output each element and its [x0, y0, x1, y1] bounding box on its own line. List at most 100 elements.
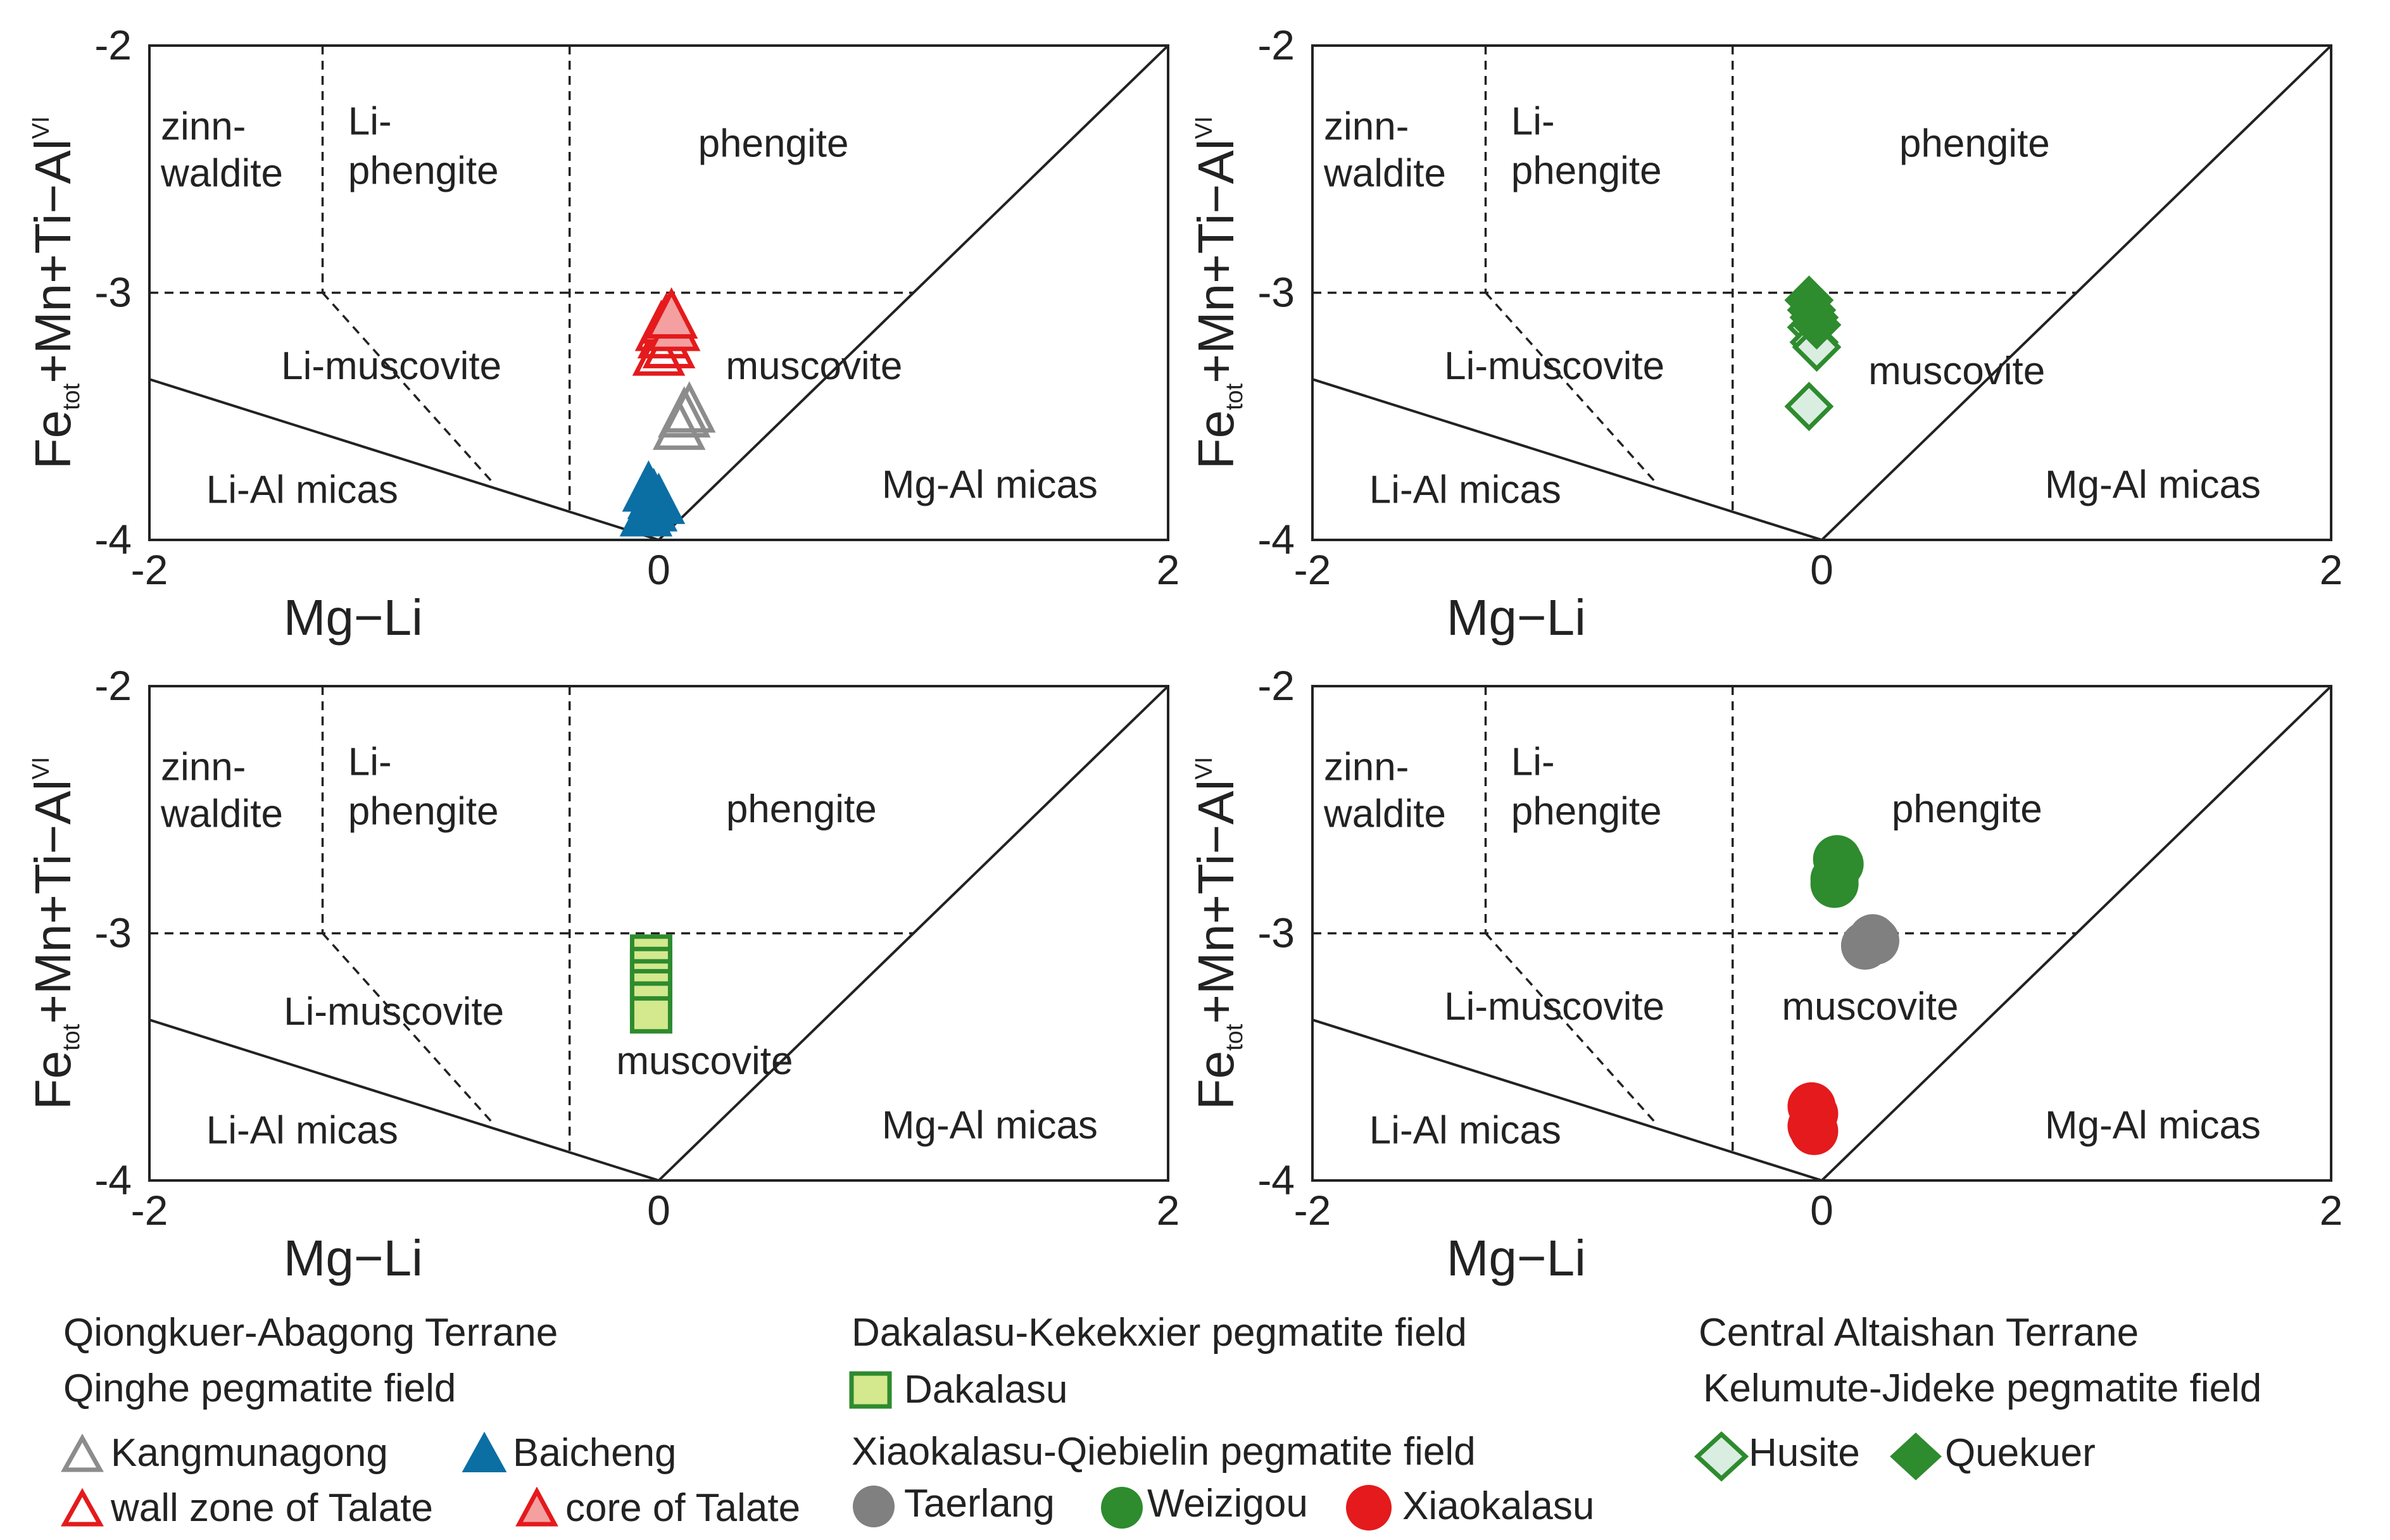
- region-label-li-al-micas: Li-Al micas: [1369, 468, 1561, 511]
- y-tick-label: -2: [1257, 22, 1295, 68]
- boundary-muscovite-mg-al: [658, 685, 1169, 1182]
- y-tick-label: -3: [1257, 910, 1295, 956]
- legend-label-xiaokalasu: Xiaokalasu: [1402, 1484, 1594, 1528]
- y-tick-label: -3: [94, 910, 132, 956]
- x-tick-label: -2: [131, 1187, 168, 1234]
- legend-marker-core-talate: [515, 1486, 558, 1527]
- region-label-phengite: phengite: [1892, 787, 2042, 831]
- data-point-baicheng: [619, 485, 673, 537]
- x-axis-label: Mg−Li: [284, 1230, 423, 1286]
- y-axis-label: Fetot+Mn+Ti−AlVI: [1188, 116, 1248, 470]
- region-label-li-phengite: phengite: [348, 790, 499, 834]
- legend-marker-quekuer: [1890, 1432, 1942, 1481]
- boundary-li-al: [1312, 378, 1823, 541]
- region-label-phengite: phengite: [726, 787, 877, 831]
- legend-label-dakalasu: Dakalasu: [904, 1368, 1067, 1412]
- region-label-li-muscovite: Li-muscovite: [284, 990, 504, 1034]
- y-axis-label: Fetot+Mn+Ti−AlVI: [25, 116, 85, 470]
- region-label-zinnwaldite: waldite: [160, 792, 283, 836]
- region-label-li-phengite: phengite: [1511, 149, 1662, 193]
- svg-text:Fetot+Mn+Ti−AlVI: Fetot+Mn+Ti−AlVI: [1188, 116, 1248, 470]
- boundary-li-muscovite: [322, 292, 494, 484]
- region-label-li-al-micas: Li-Al micas: [206, 468, 398, 511]
- panel-2: zinn-waldite Li-phengite phengite Li-muscov…: [1188, 22, 2343, 646]
- panel-1: zinn-waldite Li-phengite phengite Li-muscov…: [25, 22, 1179, 646]
- region-label-zinnwaldite: zinn-: [161, 745, 246, 789]
- boundary-li-al: [149, 378, 660, 541]
- y-tick-label: -2: [94, 22, 132, 68]
- region-label-li-muscovite: Li-muscovite: [281, 344, 501, 388]
- y-tick-label: -4: [1257, 1156, 1295, 1203]
- data-point-kangmunagong: [657, 386, 711, 438]
- region-label-zinnwaldite: waldite: [1323, 792, 1446, 836]
- data-point-taerlang: [1851, 917, 1899, 965]
- legend-marker-kangmunagong: [61, 1433, 104, 1472]
- data-point-core-of-talate: [645, 287, 698, 339]
- region-label-li-al-micas: Li-Al micas: [1369, 1108, 1561, 1152]
- x-tick-label: 0: [1810, 1187, 1833, 1234]
- y-axis-label: Fetot+Mn+Ti−AlVI: [25, 757, 85, 1110]
- svg-text:Fetot+Mn+Ti−AlVI: Fetot+Mn+Ti−AlVI: [25, 116, 85, 470]
- region-label-li-phengite: Li-: [348, 100, 392, 144]
- y-tick-label: -4: [1257, 516, 1295, 563]
- region-label-li-phengite: phengite: [1511, 790, 1662, 834]
- region-label-muscovite: muscovite: [616, 1039, 793, 1083]
- legend-title-xiaokalasu-qiebielin: Xiaokalasu-Qiebielin pegmatite field: [852, 1430, 1476, 1474]
- legend-marker-taerlang: [853, 1486, 895, 1527]
- x-tick-label: -2: [131, 546, 168, 593]
- legend-label-weizigou: Weizigou: [1147, 1482, 1308, 1525]
- region-label-zinnwaldite: waldite: [1323, 152, 1446, 196]
- svg-text:Fetot+Mn+Ti−AlVI: Fetot+Mn+Ti−AlVI: [1188, 757, 1248, 1110]
- region-label-mg-al-micas: Mg-Al micas: [2045, 463, 2261, 507]
- legend-marker-wall-zone-talate: [61, 1487, 104, 1527]
- boundary-li-muscovite: [1485, 292, 1657, 484]
- svg-text:Fetot+Mn+Ti−AlVI: Fetot+Mn+Ti−AlVI: [25, 757, 85, 1110]
- y-tick-label: -3: [1257, 269, 1295, 316]
- legend-title-kelumute-jideke: Kelumute-Jideke pegmatite field: [1703, 1367, 2261, 1410]
- region-label-muscovite: muscovite: [726, 344, 902, 388]
- region-label-li-phengite: Li-: [348, 741, 392, 784]
- data-point-dakalasu: [629, 996, 672, 1034]
- x-axis-label: Mg−Li: [1447, 589, 1586, 646]
- legend-marker-husite: [1694, 1431, 1749, 1482]
- x-tick-label: 2: [1157, 1187, 1180, 1234]
- data-point-weizigou: [1813, 835, 1861, 884]
- boundary-muscovite-mg-al: [658, 44, 1169, 541]
- legend-title-qinghe: Qinghe pegmatite field: [63, 1367, 456, 1410]
- x-axis-label: Mg−Li: [284, 589, 423, 646]
- region-label-li-al-micas: Li-Al micas: [206, 1108, 398, 1152]
- region-label-li-muscovite: Li-muscovite: [1444, 344, 1664, 388]
- panel-3: zinn-waldite Li-phengite phengite Li-muscov…: [25, 662, 1179, 1286]
- data-point-wall-zone-of-talate: [632, 324, 686, 376]
- legend-label-kangmunagong: Kangmunagong: [111, 1431, 388, 1475]
- legend-label-taerlang: Taerlang: [904, 1482, 1055, 1525]
- y-axis-label: Fetot+Mn+Ti−AlVI: [1188, 757, 1248, 1110]
- x-tick-label: 0: [647, 546, 670, 593]
- legend-title-central-altaishan: Central Altaishan Terrane: [1699, 1311, 2139, 1355]
- region-label-muscovite: muscovite: [1868, 349, 2045, 393]
- legend-marker-weizigou: [1101, 1487, 1143, 1529]
- x-axis-label: Mg−Li: [1447, 1230, 1586, 1286]
- x-tick-label: 2: [1157, 546, 1180, 593]
- legend-marker-xiaokalasu: [1346, 1485, 1392, 1531]
- legend-label-quekuer: Quekuer: [1945, 1431, 2096, 1475]
- region-label-phengite: phengite: [698, 122, 849, 166]
- legend-title-dakalasu-kekekxier: Dakalasu-Kekekxier pegmatite field: [852, 1311, 1467, 1355]
- region-label-mg-al-micas: Mg-Al micas: [882, 463, 1098, 507]
- region-label-li-phengite: Li-: [1511, 100, 1555, 144]
- legend: Qiongkuer-Abagong Terrane Qinghe pegmati…: [61, 1311, 2261, 1531]
- region-label-muscovite: muscovite: [1782, 985, 1958, 1029]
- y-tick-label: -2: [1257, 662, 1295, 709]
- region-label-li-phengite: phengite: [348, 149, 499, 193]
- region-label-mg-al-micas: Mg-Al micas: [2045, 1104, 2261, 1148]
- y-tick-label: -2: [94, 662, 132, 709]
- region-label-phengite: phengite: [1899, 122, 2050, 166]
- region-label-li-phengite: Li-: [1511, 741, 1555, 784]
- legend-label-core-talate: core of Talate: [565, 1486, 800, 1530]
- legend-label-baicheng: Baicheng: [513, 1431, 677, 1475]
- y-tick-label: -4: [94, 516, 132, 563]
- region-label-zinnwaldite: zinn-: [161, 104, 246, 148]
- data-point-kangmunagong: [663, 381, 716, 433]
- region-label-zinnwaldite: waldite: [160, 152, 283, 196]
